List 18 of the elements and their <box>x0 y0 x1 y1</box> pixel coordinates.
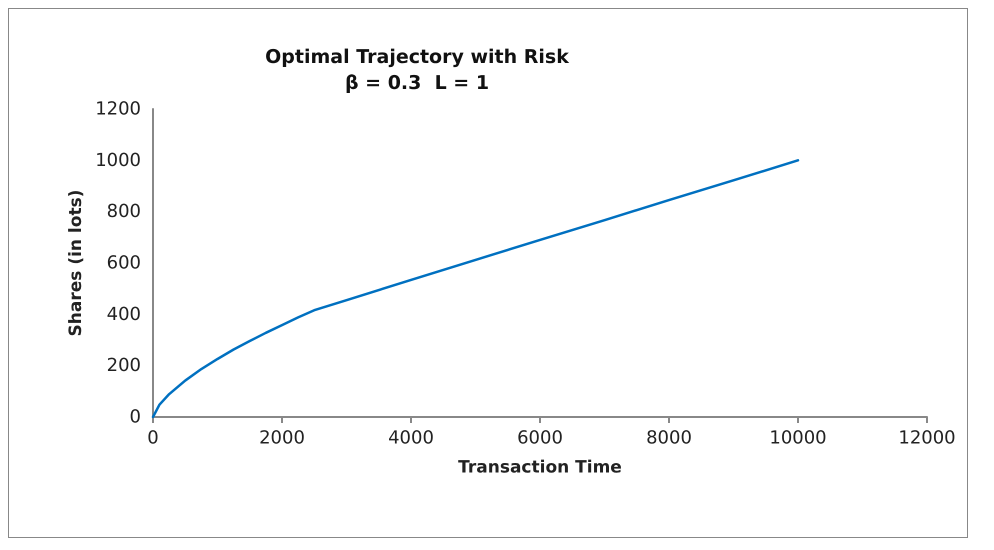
y-tick-label: 0 <box>130 406 141 428</box>
y-axis-title: Shares (in lots) <box>66 190 86 336</box>
x-tick-label: 2000 <box>259 428 305 448</box>
y-tick-label: 1000 <box>95 150 141 171</box>
line-series <box>152 159 800 418</box>
x-tick-label: 12000 <box>898 428 956 448</box>
y-tick-label: 600 <box>106 252 141 274</box>
y-tick-label: 800 <box>106 201 141 222</box>
y-tick-label: 1200 <box>95 98 141 120</box>
x-tick-label: 10000 <box>769 428 827 448</box>
x-tick-label: 6000 <box>517 428 563 448</box>
chart-title: Optimal Trajectory with Risk β = 0.3 L = 1 <box>265 46 570 94</box>
x-tick-label: 8000 <box>646 428 692 448</box>
x-axis-title: Transaction Time <box>458 458 622 478</box>
y-tick-label: 400 <box>106 304 141 325</box>
y-tick-label: 200 <box>106 355 141 376</box>
x-tick-label: 4000 <box>388 428 434 448</box>
x-tick-label: 0 <box>147 428 159 448</box>
